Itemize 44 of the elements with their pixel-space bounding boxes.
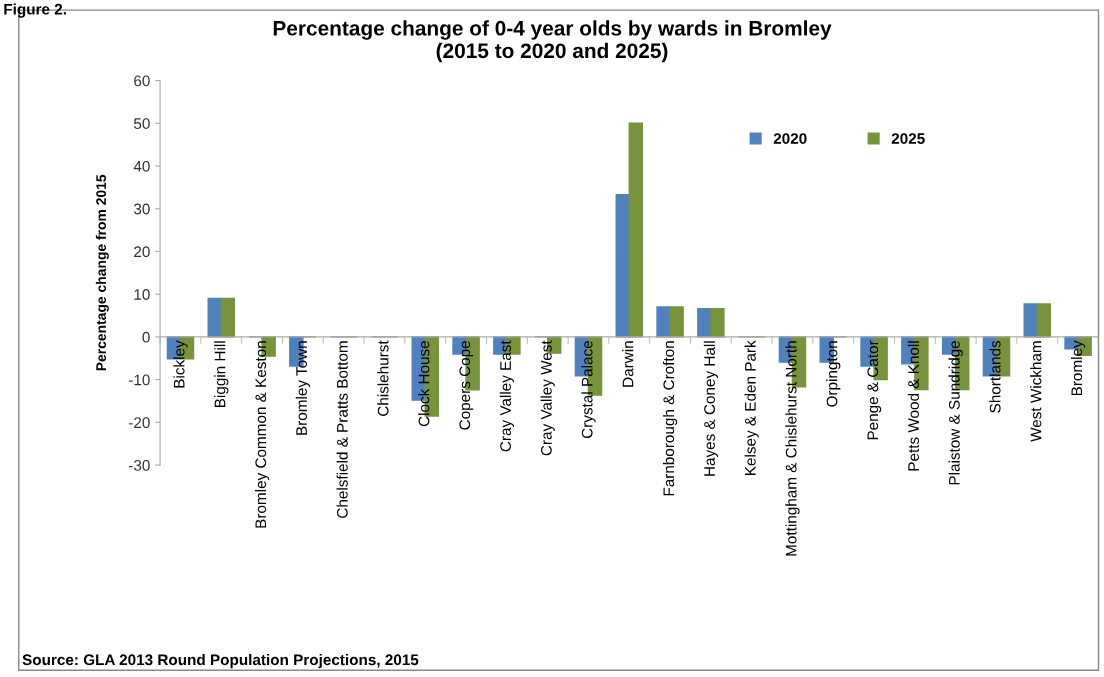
x-tick-label: Hayes & Coney Hall — [703, 341, 718, 476]
x-tick-label: Bromley Town — [295, 341, 310, 435]
x-tick-label: Farnborough & Crofton — [662, 341, 678, 496]
y-tick-label: 20 — [134, 246, 150, 258]
y-tick-label: 10 — [134, 289, 150, 300]
y-tick-label: 60 — [134, 75, 150, 87]
x-tick-label: Copers Cope — [459, 341, 474, 430]
y-tick-label: 30 — [133, 203, 150, 215]
y-tick-label: -10 — [128, 374, 150, 386]
x-tick-label: Shortlands — [989, 340, 1001, 413]
x-tick-label: West Wickham — [1030, 341, 1042, 442]
bar — [710, 308, 725, 338]
x-tick-label: Cray Valley West — [540, 340, 555, 456]
x-tick-label: Crystal Palace — [581, 341, 596, 439]
x-tick-label: Petts Wood & Knoll — [907, 341, 919, 471]
source-note: Source: GLA 2013 Round Population Projections, 2015 — [22, 653, 419, 669]
y-tick-label: 50 — [133, 118, 150, 129]
x-tick-label: Kelsey & Eden Park — [744, 340, 759, 475]
y-tick-label: 40 — [133, 160, 150, 172]
x-tick-label: Darwin — [622, 341, 634, 387]
bar — [220, 297, 236, 338]
y-tick-label: 0 — [142, 331, 150, 343]
x-tick-label: Plaistow & Sundridge — [948, 341, 963, 485]
bar — [1036, 303, 1052, 338]
legend-label: 2020 — [773, 133, 807, 144]
x-tick-label: Orpington — [826, 341, 841, 407]
y-tick-label: -20 — [128, 417, 150, 429]
x-tick-label: Chislehurst — [377, 340, 389, 416]
y-axis-title: Percentage change from 2015 — [95, 174, 109, 371]
bar — [669, 306, 684, 338]
chart-title: Percentage change of 0-4 year olds by wards in Bromley (2015 to 2020 and 2025) — [273, 20, 832, 63]
x-tick-label: Chelsfield & Pratts Bottom — [336, 341, 348, 518]
bar — [628, 122, 644, 338]
x-tick-label: Bromley Common & Keston — [254, 341, 270, 528]
x-tick-label: Biggin Hill — [214, 341, 229, 408]
caption: Figure 2. — [4, 3, 66, 18]
legend-label: 2025 — [891, 133, 925, 144]
x-tick-label: Cray Valley East — [499, 340, 514, 452]
x-tick-label: Mottingham & Chislehurst North — [785, 341, 800, 556]
x-tick-label: Penge & Cator — [867, 340, 882, 440]
x-tick-label: Bromley — [1070, 340, 1086, 396]
y-tick-label: -30 — [128, 459, 150, 471]
x-tick-label: Clock House — [418, 341, 430, 427]
x-tick-label: Bickley — [173, 340, 188, 388]
